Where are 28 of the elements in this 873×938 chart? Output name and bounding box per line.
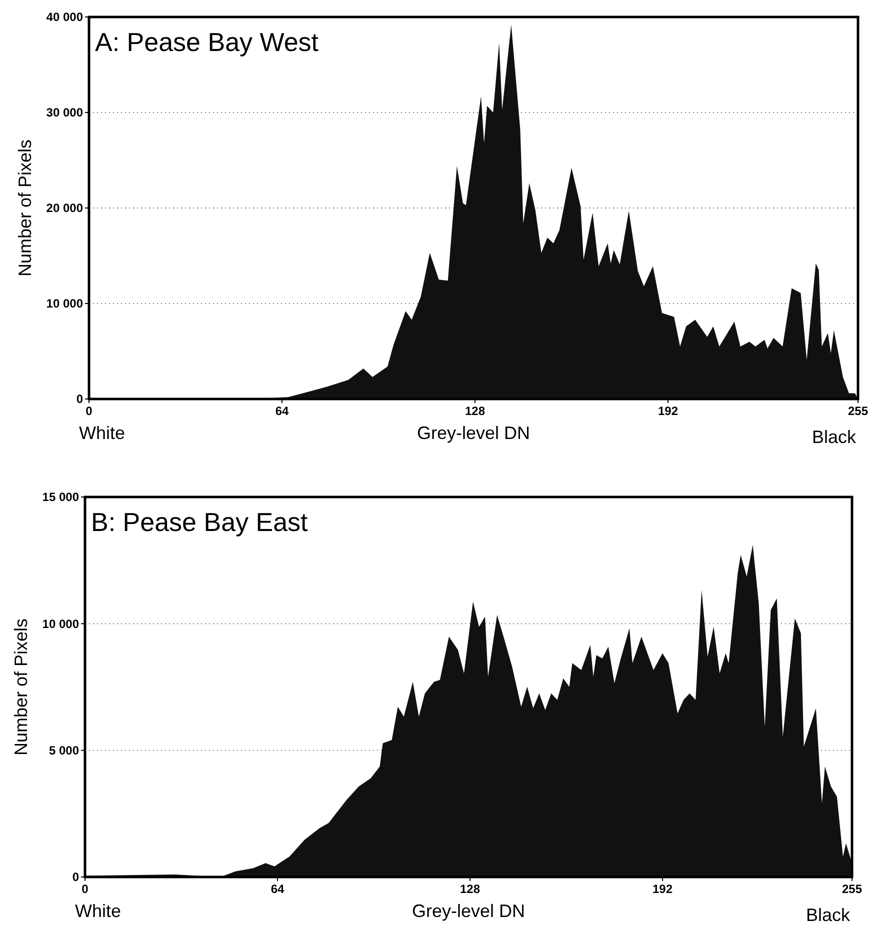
text: White	[75, 901, 122, 921]
x-tick-label: 192	[658, 404, 678, 418]
y-tick-label: 0	[76, 392, 84, 406]
x-tick-label: 255	[848, 404, 868, 418]
chart-title: A: Pease Bay West	[95, 27, 320, 57]
y-tick-label: 10 000	[42, 616, 80, 631]
x-tick-label: 0	[86, 404, 93, 418]
y-tick-label: 40 000	[46, 10, 84, 24]
y-tick-label: 30 000	[46, 106, 84, 120]
y-tick-label: 15 000	[42, 490, 80, 504]
y-axis-title: Number of Pixels	[11, 618, 31, 756]
x-tick-label: 64	[275, 404, 289, 418]
x-axis-title: Grey-level DN	[416, 423, 530, 443]
x-tick-label: 128	[464, 404, 486, 418]
x-tick-label: 64	[270, 882, 284, 896]
x-tick-label: 192	[652, 882, 673, 896]
y-tick-label: 20 000	[46, 201, 84, 216]
y-tick-label: 0	[72, 870, 80, 884]
y-axis-title: Number of Pixels	[15, 139, 35, 277]
chart-title: B: Pease Bay East	[91, 507, 309, 537]
y-tick-label: 5 000	[48, 744, 80, 758]
x-tick-label: 255	[842, 882, 862, 896]
x-tick-label: 128	[460, 882, 480, 896]
text: Black	[812, 427, 857, 447]
text: White	[79, 423, 126, 443]
text: Black	[806, 905, 851, 925]
y-tick-label: 10 000	[46, 296, 84, 311]
x-axis-title: Grey-level DN	[412, 901, 526, 921]
